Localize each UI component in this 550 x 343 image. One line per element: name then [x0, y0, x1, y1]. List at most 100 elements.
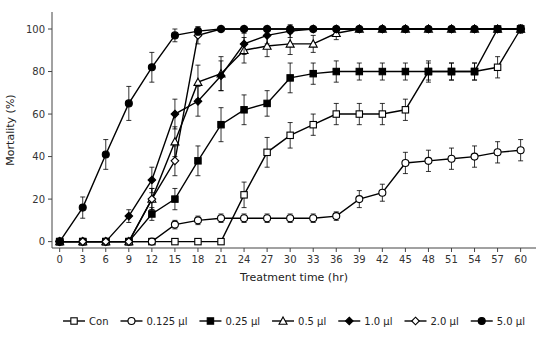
data-point — [494, 26, 500, 32]
error-bar — [357, 63, 362, 80]
legend-label: 1.0 μl — [364, 316, 392, 327]
data-point — [425, 157, 432, 164]
data-point — [125, 238, 132, 245]
series — [56, 25, 525, 246]
error-bar — [449, 63, 454, 80]
x-tick — [405, 248, 406, 252]
data-point — [149, 238, 155, 244]
data-point — [194, 217, 201, 224]
data-point — [379, 25, 387, 33]
legend-label: 0.125 μl — [146, 316, 187, 327]
data-point — [494, 25, 502, 33]
data-point — [401, 25, 409, 32]
series — [56, 140, 524, 246]
data-point — [80, 238, 86, 244]
error-bar — [265, 91, 270, 117]
x-tick — [128, 248, 129, 252]
data-point — [79, 238, 87, 246]
x-tick — [59, 248, 60, 252]
data-point — [56, 238, 64, 245]
legend-item: 0.5 μl — [272, 316, 326, 327]
data-point — [309, 40, 317, 47]
y-tick — [48, 114, 52, 115]
x-tick-label: 45 — [399, 254, 412, 265]
y-tick — [48, 241, 52, 242]
data-point — [494, 25, 502, 32]
data-point — [102, 238, 110, 246]
x-tick — [151, 248, 152, 252]
x-tick — [497, 248, 498, 252]
x-tick — [313, 248, 314, 252]
data-point — [448, 68, 454, 74]
legend-label: Con — [89, 316, 108, 327]
legend-swatch-marker — [71, 318, 77, 324]
data-point — [56, 238, 64, 246]
data-point — [125, 100, 132, 107]
x-tick-label: 54 — [468, 254, 481, 265]
data-point — [148, 64, 155, 71]
data-point — [56, 238, 63, 245]
chart: 0369121518212427303336394245485154576002… — [0, 0, 550, 343]
data-point — [471, 25, 479, 32]
data-point — [494, 25, 502, 33]
y-tick — [48, 29, 52, 30]
x-tick-label: 27 — [261, 254, 274, 265]
data-point — [448, 25, 456, 33]
data-point — [425, 68, 431, 74]
data-point — [125, 238, 133, 246]
x-tick-label: 42 — [376, 254, 389, 265]
data-point — [218, 121, 224, 127]
x-tick-label: 57 — [491, 254, 504, 265]
data-point — [263, 25, 271, 33]
x-tick-label: 51 — [445, 254, 458, 265]
error-bar — [403, 99, 408, 120]
legend-swatch-marker — [207, 318, 213, 324]
legend-label: 0.5 μl — [298, 316, 326, 327]
series — [56, 25, 523, 245]
x-tick — [221, 248, 222, 252]
axes: 0369121518212427303336394245485154576002… — [26, 12, 536, 265]
y-tick-label: 100 — [26, 24, 45, 35]
error-bar — [472, 146, 477, 167]
legend-label: 2.0 μl — [431, 316, 459, 327]
data-point — [378, 25, 386, 32]
data-point — [379, 189, 386, 196]
data-point — [356, 196, 363, 203]
data-point — [517, 26, 523, 32]
data-point — [195, 238, 201, 244]
data-point — [149, 211, 155, 217]
error-bar — [288, 123, 293, 149]
error-bar — [426, 63, 431, 80]
series-line — [60, 29, 521, 242]
data-point — [471, 25, 479, 33]
error-bar — [219, 108, 224, 142]
y-tick — [48, 199, 52, 200]
data-point — [356, 25, 364, 33]
x-tick-label: 12 — [146, 254, 159, 265]
series-line — [60, 29, 521, 242]
error-bar — [311, 114, 316, 135]
error-bar — [195, 27, 200, 36]
y-tick-label: 20 — [32, 194, 45, 205]
data-point — [494, 149, 501, 156]
data-point — [355, 25, 363, 32]
data-point — [356, 26, 363, 33]
error-bar — [380, 184, 385, 201]
series — [56, 25, 525, 245]
x-tick-label: 0 — [56, 254, 62, 265]
data-point — [471, 68, 477, 74]
data-point — [379, 25, 387, 33]
data-point — [126, 238, 132, 244]
y-tick-label: 0 — [39, 236, 45, 247]
data-point — [402, 26, 409, 33]
data-point — [333, 111, 339, 117]
data-point — [471, 26, 478, 33]
data-point — [309, 25, 317, 33]
data-point — [79, 204, 86, 211]
data-point — [471, 68, 477, 74]
legend-label: 5.0 μl — [497, 316, 525, 327]
data-point — [310, 26, 317, 33]
data-point — [333, 68, 339, 74]
data-point — [240, 25, 248, 33]
error-bar — [172, 29, 177, 42]
